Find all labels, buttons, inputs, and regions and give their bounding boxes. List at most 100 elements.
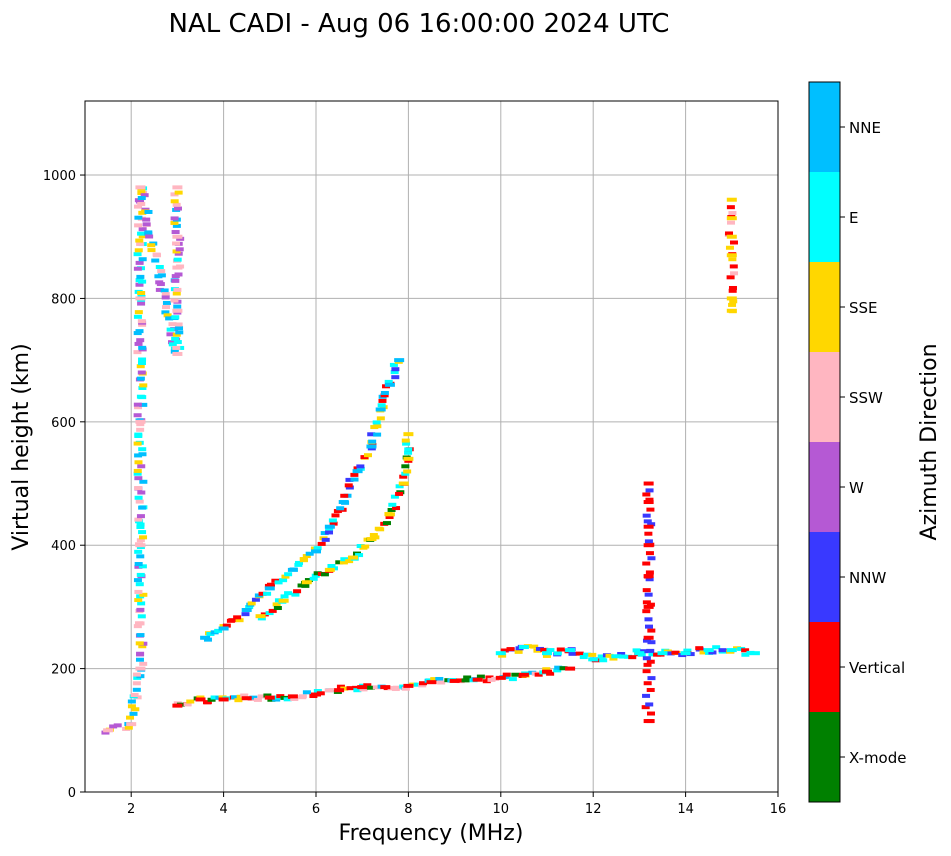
echo-mark xyxy=(340,686,349,691)
echo-mark xyxy=(556,647,565,652)
echo-mark xyxy=(340,493,349,498)
echo-mark xyxy=(276,694,285,699)
echo-mark xyxy=(741,652,750,657)
echo-mark xyxy=(363,683,372,688)
echo-mark xyxy=(139,592,148,597)
echo-mark xyxy=(145,234,154,239)
echo-mark xyxy=(137,370,146,375)
echo-mark xyxy=(136,241,145,246)
echo-mark xyxy=(327,564,336,569)
echo-mark xyxy=(287,567,298,572)
echo-mark xyxy=(726,234,737,239)
echo-mark xyxy=(645,488,654,493)
echo-mark xyxy=(133,350,142,355)
echo-mark xyxy=(257,694,266,699)
echo-mark xyxy=(619,654,628,659)
y-tick-label: 400 xyxy=(51,539,76,554)
echo-mark xyxy=(264,586,275,591)
echo-mark xyxy=(540,647,549,652)
colorbar-tick-label: Vertical xyxy=(849,659,905,677)
echo-mark xyxy=(136,338,145,343)
echo-mark xyxy=(646,659,655,664)
echo-mark xyxy=(345,559,354,564)
echo-mark xyxy=(138,505,147,510)
echo-mark xyxy=(352,469,363,474)
echo-mark xyxy=(725,231,734,236)
echo-mark xyxy=(137,490,146,495)
echo-mark xyxy=(124,725,133,730)
echo-mark xyxy=(301,583,310,588)
echo-mark xyxy=(345,485,354,490)
echo-mark xyxy=(402,441,411,446)
echo-mark xyxy=(126,715,135,720)
echo-mark xyxy=(728,211,737,216)
colorbar-tick-label: NNE xyxy=(849,119,881,137)
echo-mark xyxy=(624,654,633,659)
y-tick-label: 800 xyxy=(51,292,76,307)
echo-mark xyxy=(728,302,737,307)
echo-mark xyxy=(389,362,398,367)
echo-mark xyxy=(258,591,267,596)
echo-mark xyxy=(645,702,654,707)
echo-mark xyxy=(133,413,142,418)
echo-mark xyxy=(718,648,727,653)
echo-mark xyxy=(311,692,321,697)
echo-mark xyxy=(130,693,139,698)
colorbar-segment xyxy=(809,352,840,442)
echo-mark xyxy=(137,202,146,207)
echo-mark xyxy=(387,685,396,690)
echo-mark xyxy=(133,252,142,257)
colorbar-segment xyxy=(809,262,840,352)
echo-mark xyxy=(133,441,142,446)
echo-mark xyxy=(283,697,292,702)
echo-mark xyxy=(463,675,472,680)
echo-mark xyxy=(725,245,734,250)
echo-mark xyxy=(214,628,223,633)
echo-mark xyxy=(139,383,148,388)
echo-mark xyxy=(401,471,410,476)
x-tick-label: 8 xyxy=(404,802,412,817)
echo-mark xyxy=(133,314,142,319)
echo-mark xyxy=(749,651,760,656)
echo-mark xyxy=(139,479,148,484)
echo-mark xyxy=(138,234,147,239)
colorbar-tick-label: NNW xyxy=(849,569,886,587)
echo-mark xyxy=(403,469,412,474)
echo-mark xyxy=(135,543,146,548)
echo-mark xyxy=(134,248,143,253)
echo-mark xyxy=(172,265,183,270)
echo-mark xyxy=(387,507,396,512)
echo-mark xyxy=(642,588,651,593)
echo-mark xyxy=(642,669,651,674)
echo-mark xyxy=(228,618,237,623)
echo-mark xyxy=(284,591,293,596)
echo-mark xyxy=(137,231,146,236)
x-tick-label: 16 xyxy=(770,802,787,817)
echo-mark xyxy=(134,495,143,500)
echo-mark xyxy=(135,657,144,662)
echo-mark xyxy=(129,711,138,716)
echo-mark xyxy=(643,635,654,640)
echo-mark xyxy=(161,292,170,297)
echo-mark xyxy=(726,205,735,210)
echo-mark xyxy=(329,521,338,526)
echo-mark xyxy=(413,682,422,687)
echo-mark xyxy=(133,624,142,629)
echo-mark xyxy=(435,676,444,681)
echo-mark xyxy=(132,672,141,677)
echo-mark xyxy=(324,567,335,572)
echo-mark xyxy=(251,597,260,602)
echo-mark xyxy=(686,652,695,657)
echo-mark xyxy=(703,648,714,653)
echo-mark xyxy=(380,390,389,395)
echo-mark xyxy=(535,646,544,651)
echo-mark xyxy=(134,223,143,228)
echo-mark xyxy=(733,646,742,651)
echo-mark xyxy=(138,227,147,232)
echo-mark xyxy=(646,711,655,716)
echo-mark xyxy=(643,543,654,548)
echo-mark xyxy=(134,562,143,567)
echo-mark xyxy=(183,702,192,707)
echo-mark xyxy=(299,557,308,562)
echo-mark xyxy=(338,500,349,505)
